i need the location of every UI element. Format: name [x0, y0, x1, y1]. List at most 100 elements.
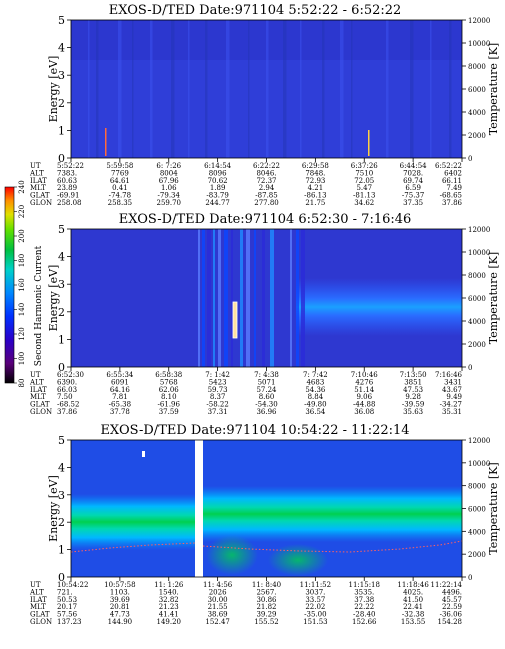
y2-tick-label: 4000 — [468, 528, 486, 536]
panel-1-stripe — [150, 20, 153, 158]
table-row-label: ALT — [29, 588, 44, 596]
table-cell: 258.35 — [108, 199, 133, 207]
table-cell: -83.79 — [206, 192, 228, 200]
table-cell: -87.85 — [255, 192, 277, 200]
table-cell: 41.50 — [403, 596, 423, 604]
panel-2-stripe — [270, 229, 274, 367]
table-cell: 8096 — [209, 169, 227, 177]
table-cell: -68.52 — [57, 401, 79, 409]
table-cell: 2026 — [209, 588, 227, 596]
panel-1-title: EXOS-D/TED Date:971104 5:52:22 - 6:52:22 — [109, 3, 402, 18]
panel-1-stripe — [300, 20, 302, 158]
panel-2-stripe — [262, 229, 265, 367]
colorbar-tick-label: 220 — [18, 205, 26, 218]
panel-3-blob-2 — [268, 544, 328, 576]
table-cell: 3535. — [354, 588, 374, 596]
table-cell: 4025. — [403, 588, 423, 596]
colorbar-tick-label: 80 — [18, 379, 26, 388]
table-cell: 8.84 — [308, 393, 324, 401]
table-cell: 22.41 — [403, 603, 423, 611]
table-cell: 22.59 — [442, 603, 462, 611]
table-cell: 721. — [57, 588, 73, 596]
panel-1-stripe — [96, 20, 99, 158]
table-row-label: GLAT — [30, 611, 50, 619]
panel-1-spike-1 — [105, 128, 107, 156]
panel-1-stripe — [283, 20, 287, 158]
table-cell: -68.65 — [440, 192, 462, 200]
table-cell: 33.57 — [305, 596, 325, 604]
panel-2-band — [296, 278, 462, 336]
table-cell: 21.75 — [305, 199, 325, 207]
panel-1-stripe — [118, 20, 122, 158]
table-cell: 2567. — [256, 588, 276, 596]
table-cell: 20.17 — [57, 603, 77, 611]
panel-1-stripe — [88, 20, 90, 158]
table-cell: 30.00 — [208, 596, 228, 604]
table-cell: 11: 4:56 — [203, 581, 233, 589]
y2-tick-label: 0 — [468, 574, 472, 582]
table-cell: 8004 — [160, 169, 178, 177]
panel-3-band-right — [203, 486, 462, 542]
table-cell: 50.53 — [57, 596, 77, 604]
panel-1: EXOS-D/TED Date:971104 5:52:22 - 6:52:22… — [29, 3, 500, 207]
panel-2-stripe — [218, 229, 221, 367]
table-cell: 149.20 — [157, 618, 182, 626]
colorbar-tick-label: 140 — [18, 303, 26, 316]
y2-tick-label: 10000 — [468, 460, 490, 468]
y2-tick-label: 2000 — [468, 132, 486, 140]
y2-tick-label: 0 — [468, 155, 472, 163]
table-cell: 47.53 — [403, 386, 423, 394]
table-cell: 9.28 — [405, 393, 421, 401]
table-cell: 2.94 — [259, 184, 275, 192]
y-tick-label: 3 — [58, 69, 65, 82]
table-cell: -49.80 — [304, 401, 326, 409]
table-cell: 43.67 — [442, 386, 462, 394]
table-cell: 6091 — [111, 378, 129, 386]
table-cell: -35.00 — [304, 611, 326, 619]
table-cell: 11: 8:40 — [252, 581, 281, 589]
table-cell: 64.16 — [110, 386, 131, 394]
table-cell: 8.37 — [210, 393, 226, 401]
colorbar: 80 100 120 140 160 180 200 220 240 Second Harmon… — [4, 180, 44, 388]
panel-2-stripe — [254, 229, 256, 367]
colorbar-tick-label: 120 — [18, 327, 26, 340]
table-cell: 11:11:52 — [300, 581, 331, 589]
table-row-label: GLAT — [30, 401, 50, 409]
y2-tick-label: 4000 — [468, 318, 486, 326]
table-cell: 7.50 — [57, 393, 73, 401]
table-cell: 1.89 — [210, 184, 226, 192]
table-cell: 11: 1:26 — [154, 581, 184, 589]
table-cell: 8.60 — [259, 393, 275, 401]
table-cell: 6:22:22 — [253, 162, 280, 170]
y-tick-label: 3 — [58, 489, 65, 502]
table-cell: 155.52 — [254, 618, 279, 626]
panel-2-spectrogram — [71, 229, 462, 367]
table-cell: 6:52:22 — [435, 162, 462, 170]
table-cell: -86.13 — [304, 192, 326, 200]
table-cell: 37.86 — [57, 408, 78, 416]
table-row-label: ILAT — [30, 596, 47, 604]
panel-1-stripe — [171, 20, 175, 158]
table-cell: 7383. — [57, 169, 77, 177]
table-row-label: ILAT — [30, 386, 47, 394]
table-cell: 0.41 — [112, 184, 128, 192]
table-cell: 7.49 — [446, 184, 462, 192]
table-cell: 6:52:30 — [57, 371, 84, 379]
table-cell: 47.73 — [110, 611, 130, 619]
table-cell: 57.56 — [57, 611, 78, 619]
table-cell: -58.22 — [206, 401, 228, 409]
panel-1-stripes — [88, 20, 452, 158]
table-cell: 244.77 — [205, 199, 230, 207]
y2-axis-label: Temperature [K] — [487, 252, 500, 344]
table-cell: 277.80 — [254, 199, 279, 207]
panel-1-stripe — [386, 20, 389, 158]
table-cell: 11:18:46 — [397, 581, 429, 589]
y2-tick-label: 0 — [468, 364, 472, 372]
table-cell: 4.21 — [308, 184, 324, 192]
table-cell: 67.96 — [159, 177, 180, 185]
y-tick-label: 2 — [58, 516, 65, 529]
table-cell: -34.27 — [440, 401, 462, 409]
y2-axis-label: Temperature [K] — [487, 462, 500, 554]
panel-1-stripe — [340, 20, 344, 158]
table-cell: 59.73 — [208, 386, 228, 394]
